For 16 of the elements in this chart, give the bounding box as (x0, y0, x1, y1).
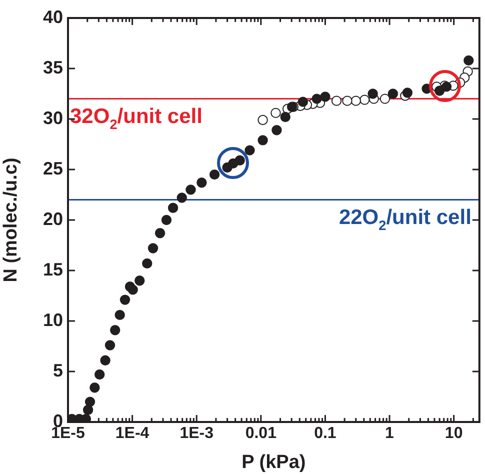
y-tick-label: 25 (42, 158, 63, 178)
y-tick-label: 40 (42, 6, 63, 27)
y-axis-title: N (molec./u.c) (0, 158, 22, 282)
y-tick-label: 35 (42, 57, 63, 78)
x-tick-label: 1 (385, 425, 394, 442)
x-tick-label: 10 (444, 425, 463, 442)
y-tick-label: 30 (42, 108, 63, 128)
y-tick-label: 15 (42, 259, 63, 280)
x-tick-label: 1E-4 (115, 425, 150, 442)
x-axis-title: P (kPa) (242, 452, 306, 473)
x-tick-label: 0.01 (245, 425, 277, 442)
y-tick-label: 10 (42, 310, 63, 330)
y-tick-label: 20 (42, 208, 63, 229)
y-tick-label: 5 (52, 360, 63, 380)
x-tick-label: 0.1 (314, 425, 336, 442)
x-tick-label: 1E-3 (180, 425, 214, 442)
